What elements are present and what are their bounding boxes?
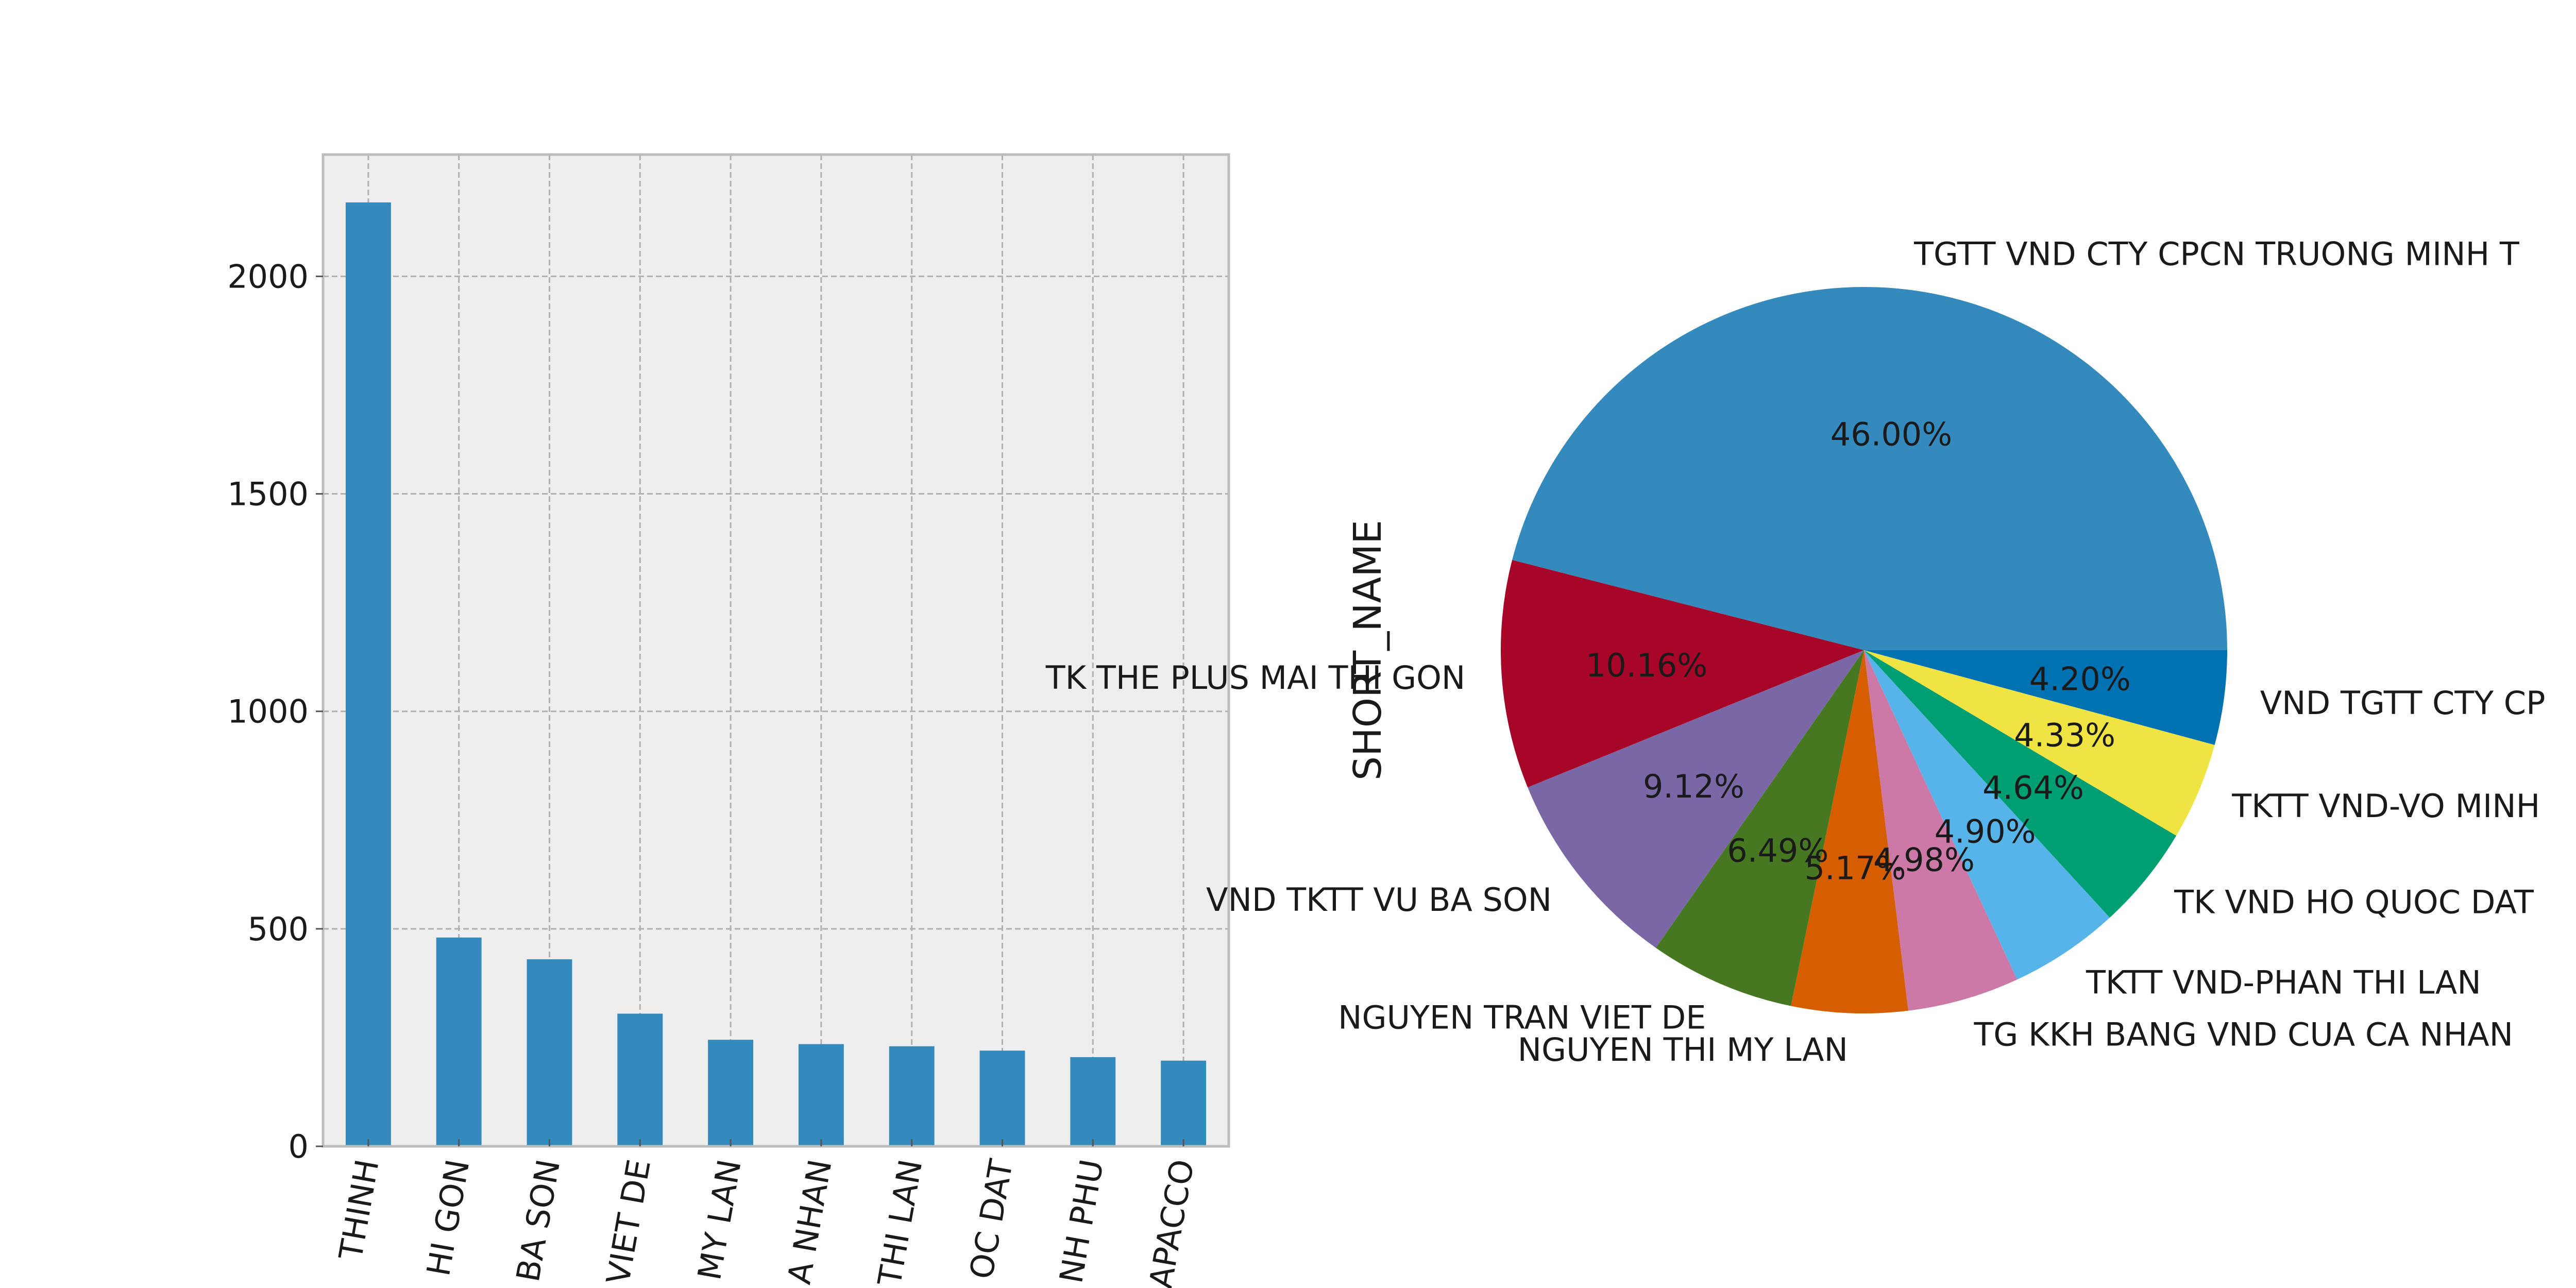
pie-percent-label: 5.17% xyxy=(1805,850,1906,887)
pie-slice xyxy=(1501,560,1864,788)
y-tick-label: 1000 xyxy=(227,693,309,731)
y-tick-label: 1500 xyxy=(227,476,309,513)
pie-category-label: TKTT VND-PHAN THI LAN xyxy=(2086,964,2481,1002)
x-axis: THINH HI GON BA SON VIET DE MY LAN A NHAN THI … xyxy=(332,1139,1201,1288)
bar-chart: 0 500 1000 1500 2000 THINH HI GON BA SON VIET D… xyxy=(227,153,1230,1288)
x-tick-label: APACCO xyxy=(1142,1157,1201,1288)
bar xyxy=(617,1013,663,1146)
bar xyxy=(979,1050,1025,1146)
y-axis: 0 500 1000 1500 2000 xyxy=(227,258,323,1165)
pie-slice xyxy=(1528,650,1864,948)
grid-lines xyxy=(323,155,1229,1147)
bar xyxy=(1161,1060,1207,1146)
bar-series xyxy=(345,202,1207,1146)
pie-percent-label: 4.98% xyxy=(1873,841,1975,879)
bar xyxy=(1070,1057,1116,1146)
pie-category-label: TG KKH BANG VND CUA CA NHAN xyxy=(1973,1016,2513,1054)
pie-slice xyxy=(1655,650,1864,1006)
pie-percent-label: 4.64% xyxy=(1982,769,2084,807)
x-tick-label: HI GON xyxy=(419,1157,477,1279)
pie-category-label: TK THE PLUS MAI THI GON xyxy=(1045,659,1466,697)
x-tick-label: MY LAN xyxy=(690,1157,749,1283)
pie-category-label: NGUYEN THI MY LAN xyxy=(1518,1031,1848,1069)
pie-percent-label: 4.20% xyxy=(2029,660,2131,698)
pie-percent-label: 6.49% xyxy=(1727,832,1828,870)
pie-slice xyxy=(1512,286,2227,650)
x-tick-label: BA SON xyxy=(509,1157,567,1284)
pie-percent-label: 4.90% xyxy=(1935,813,2036,851)
pie-slices xyxy=(1501,286,2227,1013)
pie-category-label: NGUYEN TRAN VIET DE xyxy=(1338,998,1706,1036)
pie-slice xyxy=(1791,650,1909,1013)
y-tick-label: 500 xyxy=(248,910,309,948)
pie-percent-label: 9.12% xyxy=(1643,768,1744,805)
pie-category-label: VND TKTT VU BA SON xyxy=(1206,881,1552,919)
bar xyxy=(889,1046,935,1146)
x-tick-label: OC DAT xyxy=(962,1156,1021,1282)
x-tick-label: VIET DE xyxy=(599,1157,658,1287)
bar xyxy=(798,1044,844,1146)
bar xyxy=(527,959,572,1146)
pie-percent-label: 4.33% xyxy=(2014,717,2115,754)
pie-axis-label: SHORT_NAME xyxy=(1346,520,1390,781)
pie-chart: SHORT_NAME 46.00% TGTT VND CTY CPCN TRUON… xyxy=(1045,235,2546,1069)
x-tick-label: THINH xyxy=(332,1157,386,1263)
pie-percent-label: 10.16% xyxy=(1586,647,1707,684)
pie-slice xyxy=(1864,650,2018,1011)
pie-slice xyxy=(1864,650,2227,745)
bar xyxy=(436,937,482,1146)
pie-category-label: VND TGTT CTY CP xyxy=(2260,684,2546,722)
pie-labels: 46.00% TGTT VND CTY CPCN TRUONG MINH T 10.… xyxy=(1045,235,2546,1069)
pie-category-label: TGTT VND CTY CPCN TRUONG MINH T xyxy=(1913,235,2520,273)
pie-category-label: TKTT VND-VO MINH xyxy=(2231,787,2540,825)
pie-slice xyxy=(1864,650,2215,836)
pie-category-label: TK VND HO QUOC DAT xyxy=(2174,884,2534,921)
pie-slice xyxy=(1864,650,2177,918)
bar xyxy=(708,1040,754,1146)
pie-percent-label: 46.00% xyxy=(1831,415,1952,453)
plot-frame xyxy=(321,153,1230,1148)
x-tick-label: NH PHU xyxy=(1052,1157,1111,1286)
bar xyxy=(345,202,391,1146)
pie-slice xyxy=(1864,650,2110,980)
y-tick-label: 2000 xyxy=(227,258,309,295)
x-tick-label: THI LAN xyxy=(870,1157,929,1288)
x-tick-label: A NHAN xyxy=(780,1157,839,1287)
y-tick-label: 0 xyxy=(289,1128,309,1165)
